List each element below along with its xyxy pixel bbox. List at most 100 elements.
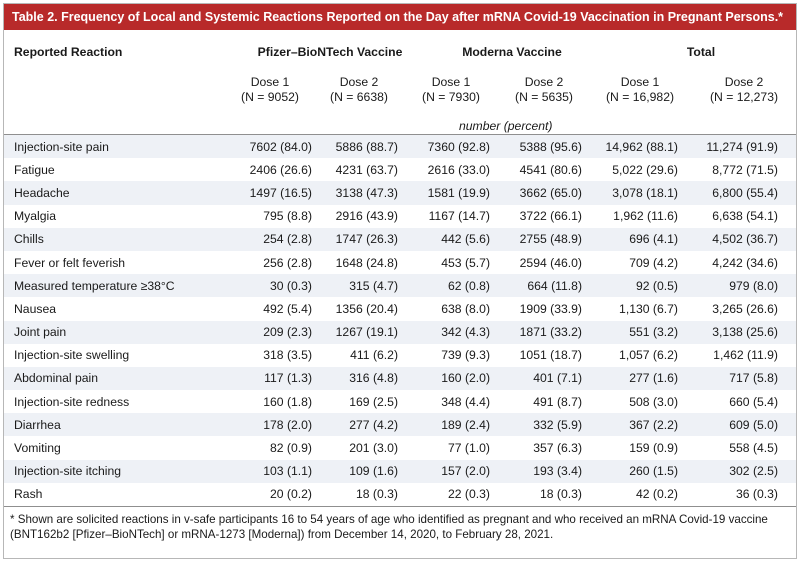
table-cell: 3,138 (25.6) — [678, 320, 778, 344]
dose-header: Dose 1 (N = 7930) — [406, 75, 496, 105]
table-cell: 178 (2.0) — [222, 413, 312, 437]
table-cell: 117 (1.3) — [222, 366, 312, 391]
table-cell: 3138 (47.3) — [312, 181, 398, 205]
table-cell: 11,274 (91.9) — [678, 135, 778, 159]
table-cell: 160 (2.0) — [398, 366, 490, 391]
table-cell: 4231 (63.7) — [335, 162, 398, 177]
table-cell: 3,265 (26.6) — [712, 301, 778, 316]
footnote: * Shown are solicited reactions in v-saf… — [10, 513, 768, 541]
table-cell: 256 (2.8) — [263, 255, 312, 270]
dose-n: (N = 6638) — [330, 90, 388, 104]
row-padding — [778, 205, 796, 228]
table-cell: 401 (7.1) — [490, 366, 582, 391]
reaction-label: Injection-site pain — [4, 135, 222, 159]
table-cell: 5,022 (29.6) — [612, 162, 678, 177]
table-cell: 1267 (19.1) — [312, 320, 398, 344]
dose-header: Dose 1 (N = 9052) — [226, 75, 314, 105]
table-row: Diarrhea 178 (2.0) 277 (4.2) 189 (2.4) 332 (… — [4, 413, 796, 437]
table-cell: 3662 (65.0) — [490, 181, 582, 205]
table-cell: 6,800 (55.4) — [678, 181, 778, 205]
dose-header: Dose 2 (N = 6638) — [316, 75, 402, 105]
table-cell: 1167 (14.7) — [428, 209, 490, 224]
table-cell: 209 (2.3) — [222, 320, 312, 344]
group-pfizer: Pfizer–BioNTech Vaccine — [257, 45, 403, 59]
table-cell: 3,078 (18.1) — [582, 181, 678, 205]
table-cell: 2594 (46.0) — [519, 255, 582, 270]
table-cell: 92 (0.5) — [582, 274, 678, 298]
row-padding — [778, 344, 796, 367]
table-cell: 453 (5.7) — [441, 255, 490, 270]
dose-n: (N = 12,273) — [709, 90, 779, 104]
row-padding — [778, 297, 796, 320]
dose-header: Dose 1 (N = 16,982) — [592, 75, 688, 105]
table-row: Fatigue 2406 (26.6) 4231 (63.7) 2616 (33.0)… — [4, 158, 796, 181]
table-cell: 260 (1.5) — [582, 459, 678, 483]
table-cell: 2616 (33.0) — [427, 162, 490, 177]
dose-label: Dose 2 — [724, 75, 764, 89]
table-cell: 2916 (43.9) — [335, 209, 398, 224]
table-cell: 316 (4.8) — [312, 366, 398, 391]
table-title: Table 2. Frequency of Local and Systemic… — [4, 4, 796, 30]
table-row: Injection-site itching 103 (1.1) 109 (1.6)… — [4, 459, 796, 483]
table-row: Myalgia 795 (8.8) 2916 (43.9) 1167 (14.7) 37… — [4, 205, 796, 228]
table-cell: 1,962 (11.6) — [613, 209, 678, 224]
table-cell: 491 (8.7) — [533, 394, 582, 409]
dose-label: Dose 1 — [431, 75, 471, 89]
table-cell: 193 (3.4) — [490, 459, 582, 483]
table-cell: 20 (0.2) — [269, 487, 312, 502]
reaction-label: Fever or felt feverish — [14, 255, 126, 270]
table-cell: 558 (4.5) — [729, 441, 778, 456]
dose-n: (N = 7930) — [422, 90, 480, 104]
table-frame: Table 2. Frequency of Local and Systemic… — [3, 3, 797, 559]
table-cell: 18 (0.3) — [355, 487, 398, 502]
table-cell: 411 (6.2) — [350, 348, 398, 363]
table-cell: 201 (3.0) — [349, 441, 398, 456]
table-cell: 277 (4.2) — [312, 413, 398, 437]
reaction-label: Rash — [14, 487, 43, 502]
reaction-label: Diarrhea — [4, 413, 222, 437]
table-row: Vomiting 82 (0.9) 201 (3.0) 77 (1.0) 357 (6.… — [4, 436, 796, 459]
table-cell: 1,057 (6.2) — [619, 348, 678, 363]
table-cell: 109 (1.6) — [312, 459, 398, 483]
reaction-label: Abdominal pain — [4, 366, 222, 391]
table-cell: 1356 (20.4) — [335, 301, 398, 316]
row-padding — [778, 483, 796, 506]
reaction-label: Injection-site redness — [14, 394, 130, 409]
table-cell: 189 (2.4) — [398, 413, 490, 437]
table-cell: 442 (5.6) — [398, 227, 490, 251]
table-row: Injection-site swelling 318 (3.5) 411 (6.2… — [4, 344, 796, 367]
table-cell: 1,462 (11.9) — [713, 348, 778, 363]
table-row: Rash 20 (0.2) 18 (0.3) 22 (0.3) 18 (0.3) 42 (… — [4, 483, 796, 506]
table-cell: 2406 (26.6) — [249, 162, 312, 177]
table-cell: 979 (8.0) — [678, 274, 778, 298]
table-cell: 551 (3.2) — [582, 320, 678, 344]
column-header: Reported Reaction Pfizer–BioNTech Vaccin… — [4, 30, 796, 135]
table-cell: 302 (2.5) — [678, 459, 778, 483]
table-cell: 82 (0.9) — [269, 441, 312, 456]
table-cell: 22 (0.3) — [447, 487, 490, 502]
table-cell: 18 (0.3) — [539, 487, 582, 502]
table-cell: 77 (1.0) — [447, 441, 490, 456]
table-cell: 157 (2.0) — [398, 459, 490, 483]
table-cell: 1648 (24.8) — [335, 255, 398, 270]
table-row: Nausea 492 (5.4) 1356 (20.4) 638 (8.0) 1909 … — [4, 297, 796, 320]
row-padding — [778, 436, 796, 459]
row-padding — [778, 135, 796, 159]
footnote-rule — [4, 506, 796, 507]
dose-n: (N = 16,982) — [605, 90, 675, 104]
unit-label: number (percent) — [459, 119, 553, 133]
row-padding — [778, 251, 796, 274]
table-cell: 42 (0.2) — [635, 487, 678, 502]
row-padding — [778, 366, 796, 391]
dose-label: Dose 1 — [620, 75, 660, 89]
reaction-label: Nausea — [14, 301, 57, 316]
table-cell: 7602 (84.0) — [222, 135, 312, 159]
row-header-label: Reported Reaction — [14, 45, 123, 59]
table-cell: 1497 (16.5) — [222, 181, 312, 205]
table-cell: 1581 (19.9) — [398, 181, 490, 205]
table-cell: 660 (5.4) — [729, 394, 778, 409]
reaction-label: Vomiting — [14, 441, 61, 456]
reaction-label: Joint pain — [4, 320, 222, 344]
row-padding — [778, 158, 796, 181]
table-row: Headache 1497 (16.5) 3138 (47.3) 1581 (19.9… — [4, 181, 796, 205]
